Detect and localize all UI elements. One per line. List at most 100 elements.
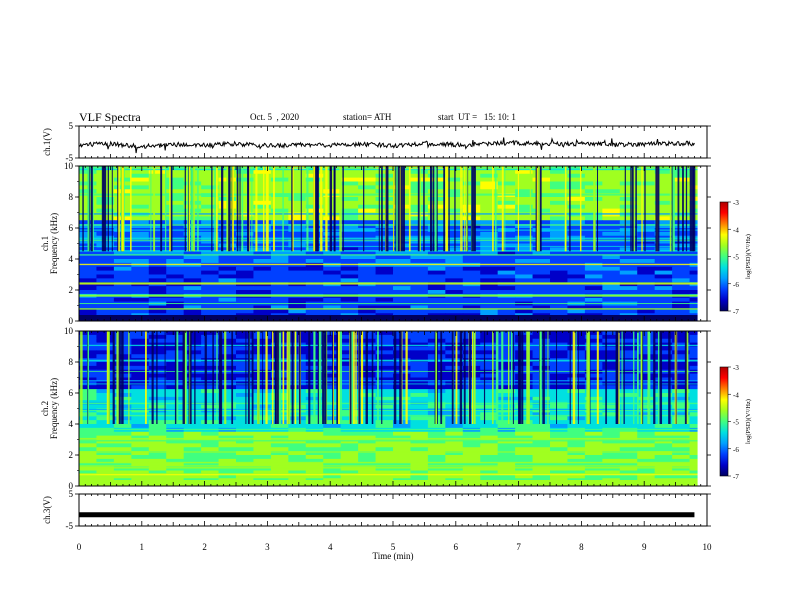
spectrogram-cell [462,259,481,264]
spectrogram-cell [410,431,429,437]
spectrogram-cell [532,435,551,441]
spectrogram-cell [270,212,289,217]
spectrogram-cell [148,169,167,175]
spectrogram-cell [654,278,673,283]
spectrogram-cell [358,177,377,183]
spectrogram-cell [619,474,638,479]
spectrogram-cell [393,297,412,303]
spectrogram-cell [96,474,115,479]
spectrogram-cell [410,458,429,464]
spectrogram-cell [480,166,499,171]
spectrogram-cell [462,266,481,272]
spectrogram-cell [218,396,237,402]
spectrogram-cell [323,224,342,229]
spectrogram-cell [672,216,691,221]
spectrogram-line [79,224,707,226]
spectrogram-cell [236,278,255,283]
spectrogram-cell [567,309,586,314]
spectrogram-cell [323,451,342,456]
spectrogram-sferic [473,331,476,424]
spectrogram-cell [201,231,220,237]
spectrogram-cell [445,331,464,336]
spectrogram-cell [305,270,324,276]
spectrogram-sferic [363,166,365,252]
spectrogram-cell [584,455,603,460]
spectrogram-cell [637,369,656,375]
spectrogram-cell [358,204,377,210]
colorbar [719,201,729,312]
spectrogram-cell [253,290,272,295]
spectrogram-cell [602,389,621,394]
spectrogram-cell [515,208,534,214]
spectrogram-sferic [395,166,397,252]
spectrogram-cell [148,470,167,475]
spectrogram-cell [410,274,429,279]
spectrogram-line [79,250,707,252]
spectrogram-cell [288,377,307,382]
spectrogram-cell [672,393,691,398]
spectrogram-cell [218,412,237,417]
spectrogram-cell [148,338,167,344]
spectrogram-cell [584,346,603,351]
spectrogram-cell [340,270,359,276]
spectrogram-cell [637,462,656,468]
spectrogram-cell [79,424,98,429]
spectrogram-cell [201,424,220,429]
spectrogram-cell [166,427,185,433]
spectrogram-cell [358,424,377,429]
spectrogram-cell [166,309,185,314]
spectrogram-cell [96,334,115,340]
spectrogram-cell [497,224,516,229]
spectrogram-cell [375,393,394,398]
spectrogram-sferic [342,166,344,252]
spectrogram-cell [515,251,534,256]
spectrogram-cell [201,377,220,382]
spectrogram-cell [236,385,255,390]
spectrogram-cell [497,350,516,355]
spectrogram-cell [183,350,202,355]
spectrogram-cell [550,189,569,194]
spectrogram-cell [183,270,202,276]
spectrogram-cell [113,466,132,472]
spectrogram-cell [619,404,638,410]
spectrogram-cell [113,435,132,441]
spectrogram-cell [672,297,691,303]
spectrogram-cell [410,286,429,291]
spectrogram-cell [288,462,307,468]
spectrogram-sferic [631,166,634,252]
spectrogram-cell [672,212,691,217]
spectrogram-cell [427,455,446,460]
colorbar-tick-label: -7 [733,308,739,316]
spectrogram-cell [358,470,377,475]
spectrogram-cell [532,458,551,464]
spectrogram-cell [270,431,289,437]
y-tick-label: 8 [69,357,74,367]
spectrogram-cell [602,297,621,303]
spectrogram-cell [480,474,499,479]
spectrogram-cell [515,290,534,295]
spectrogram-cell [410,297,429,303]
spectrogram-line [79,360,707,362]
spectrogram-sferic [417,166,420,252]
spectrogram-cell [584,290,603,295]
spectrogram-cell [96,389,115,394]
spectrogram-cell [148,197,167,202]
spectrogram-cell [672,166,691,171]
spectrogram-cell [270,231,289,237]
spectrogram-cell [201,212,220,217]
spectrogram-cell [358,274,377,279]
spectrogram-cell [427,274,446,279]
spectrogram-cell [79,278,98,283]
spectrogram-cell [96,427,115,433]
spectrogram-cell [619,224,638,229]
spectrogram-cell [148,274,167,279]
spectrogram-cell [550,439,569,444]
spectrogram-cell [497,309,516,314]
spectrogram-cell [218,346,237,351]
spectrogram-cell [602,396,621,402]
spectrogram-cell [619,393,638,398]
spectrogram-cell [550,412,569,417]
spectrogram-cell [515,346,534,351]
spectrogram-cell [654,189,673,194]
spectrogram-cell [515,166,534,171]
